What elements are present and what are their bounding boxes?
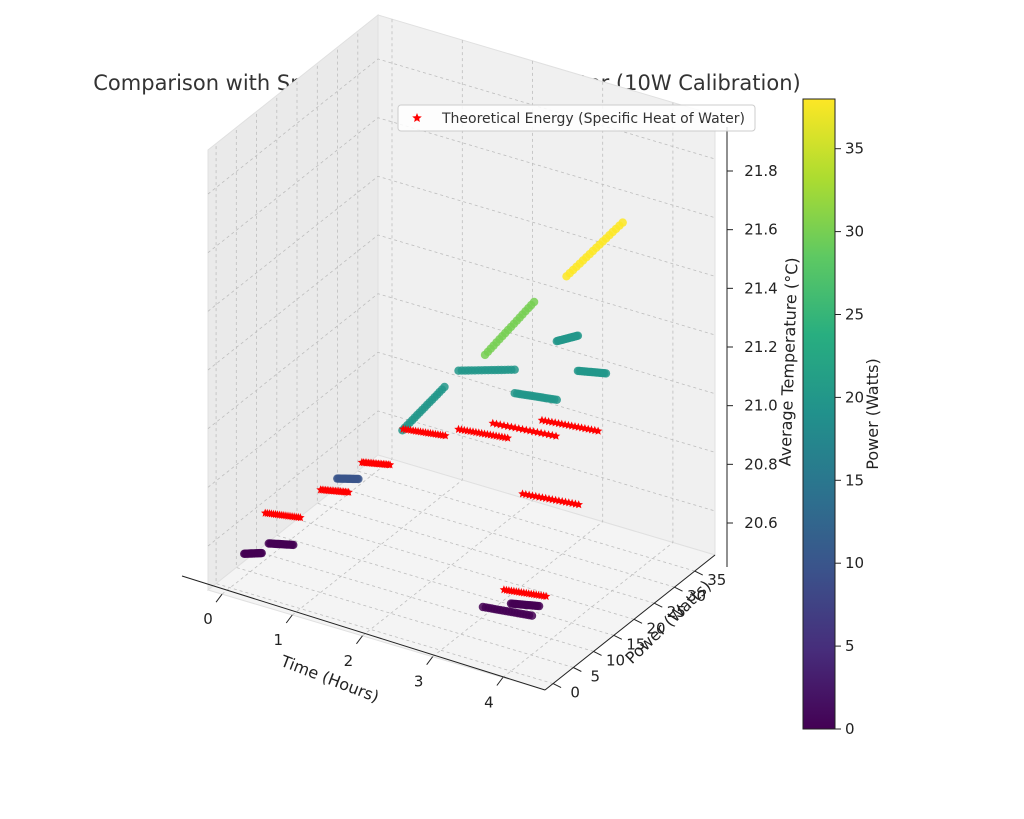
colorbar-gradient xyxy=(802,98,836,730)
z-tick-label: 20.6 xyxy=(744,514,777,532)
theoretical-point xyxy=(574,500,583,509)
z-gridline xyxy=(207,293,716,430)
y-gridline xyxy=(296,79,635,620)
colorbar-tick-label: 25 xyxy=(845,306,864,324)
y-tick xyxy=(633,618,643,624)
z-tick-label: 21.6 xyxy=(744,221,777,239)
theoretical-point xyxy=(541,591,551,601)
y-gridline xyxy=(337,47,675,588)
x-tick xyxy=(285,614,293,624)
x-tick xyxy=(496,677,504,686)
colorbar-tick-label: 30 xyxy=(845,223,864,241)
y-tick-label: 10 xyxy=(606,651,625,669)
measured-point xyxy=(529,297,539,307)
legend-entry: Theoretical Energy (Specific Heat of Wat… xyxy=(441,111,745,127)
x-tick-label: 3 xyxy=(414,673,424,691)
y-gridline xyxy=(256,111,594,652)
measured-point xyxy=(552,395,561,404)
colorbar-tick-label: 10 xyxy=(845,554,864,572)
axes-ticks: 012340510152025303520.620.821.021.221.42… xyxy=(203,162,777,712)
legend-star xyxy=(412,113,422,122)
legend-box xyxy=(397,104,756,132)
measured-point xyxy=(601,369,611,378)
x-gridline xyxy=(221,19,393,595)
z-tick-label: 21.2 xyxy=(744,338,777,356)
theoretical-point xyxy=(344,487,353,496)
y-tick xyxy=(674,586,683,592)
y-tick-label: 15 xyxy=(626,635,645,653)
z-tick-label: 20.8 xyxy=(744,455,777,473)
x-tick xyxy=(356,635,363,645)
y-tick-label: 25 xyxy=(667,603,686,621)
x-tick-label: 1 xyxy=(273,631,283,649)
legend-star-marker xyxy=(412,113,422,122)
x-tick-label: 2 xyxy=(344,652,354,670)
x-tick-label: 4 xyxy=(484,694,494,712)
z-tick-label: 21.0 xyxy=(744,397,777,415)
colorbar-tick-label: 20 xyxy=(845,388,864,406)
measured-point xyxy=(534,601,544,611)
y-tick-label: 0 xyxy=(570,684,580,702)
z-gridline xyxy=(207,117,716,254)
theoretical-point xyxy=(503,433,512,442)
y-tick-label: 5 xyxy=(591,668,601,686)
y-gridline xyxy=(276,95,614,636)
y-gridline xyxy=(316,63,655,604)
theoretical-point xyxy=(296,513,305,522)
y-tick xyxy=(552,683,562,689)
theoretical-point xyxy=(593,426,603,435)
y-tick-label: 30 xyxy=(687,587,706,605)
measured-point xyxy=(440,382,449,392)
y-tick xyxy=(573,667,582,672)
x-tick xyxy=(426,656,434,665)
x-tick xyxy=(215,593,223,603)
theoretical-point xyxy=(551,431,561,440)
measured-point xyxy=(289,540,298,550)
measured-point xyxy=(618,218,627,227)
y-gridline xyxy=(235,127,574,668)
measured-point xyxy=(527,611,537,620)
measured-point xyxy=(510,365,519,374)
colorbar-label: Power (Watts) xyxy=(863,358,882,469)
measured-point xyxy=(573,331,583,340)
y-tick-label: 20 xyxy=(647,619,666,637)
y-tick xyxy=(654,602,663,608)
x-gridline xyxy=(362,60,533,637)
x-tick-label: 0 xyxy=(203,610,213,628)
data-marks xyxy=(240,218,627,620)
theoretical-point xyxy=(385,460,395,469)
y-tick-label: 35 xyxy=(707,571,726,589)
x-gridline xyxy=(292,40,463,616)
y-tick xyxy=(613,634,623,640)
z-gridline xyxy=(207,234,716,371)
colorbar: 0 5 10 15 20 25 30 35 Power (Watts) xyxy=(802,98,882,738)
colorbar-tick-label: 15 xyxy=(845,471,864,489)
legend: Theoretical Energy (Specific Heat of Wat… xyxy=(397,104,756,132)
y-gridline xyxy=(357,31,695,572)
colorbar-tick-label: 0 xyxy=(845,720,855,738)
z-tick-label: 21.8 xyxy=(744,162,777,180)
z-axis-label: Average Temperature (°C) xyxy=(775,257,801,466)
colorbar-tick-label: 35 xyxy=(845,140,864,158)
z-tick-label: 21.4 xyxy=(744,279,777,297)
y-tick xyxy=(593,650,602,656)
x-axis-label: Time (Hours) xyxy=(277,651,381,706)
y-tick xyxy=(694,570,703,576)
z-gridline xyxy=(207,351,716,488)
x-axis-line xyxy=(181,575,546,691)
theoretical-point xyxy=(441,431,450,440)
measured-point xyxy=(257,548,266,558)
colorbar-ticks: 0 5 10 15 20 25 30 35 xyxy=(835,140,864,738)
y-gridline xyxy=(215,143,554,684)
colorbar-tick-label: 5 xyxy=(845,637,855,655)
z-gridline xyxy=(207,410,716,547)
x-gridline xyxy=(502,102,674,678)
measured-point xyxy=(354,474,363,484)
